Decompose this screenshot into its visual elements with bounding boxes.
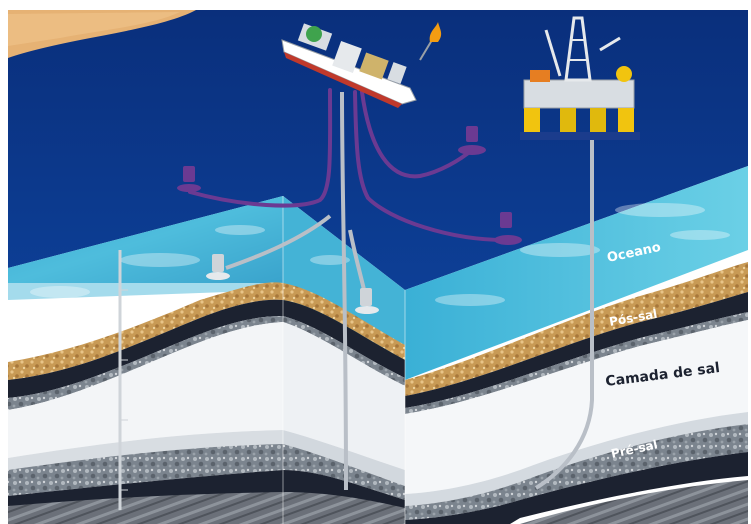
fpso-ship [281,22,442,108]
subsea-pipelines [188,88,507,242]
ocean-section-right [405,166,748,380]
depth-markers [120,289,128,491]
salt-layer-right [405,320,748,494]
well-risers [118,91,594,510]
oil-platform [520,16,640,140]
grey-wellheads [206,254,379,314]
subsea-wellheads [177,126,522,245]
salt-layer-left [8,322,283,458]
